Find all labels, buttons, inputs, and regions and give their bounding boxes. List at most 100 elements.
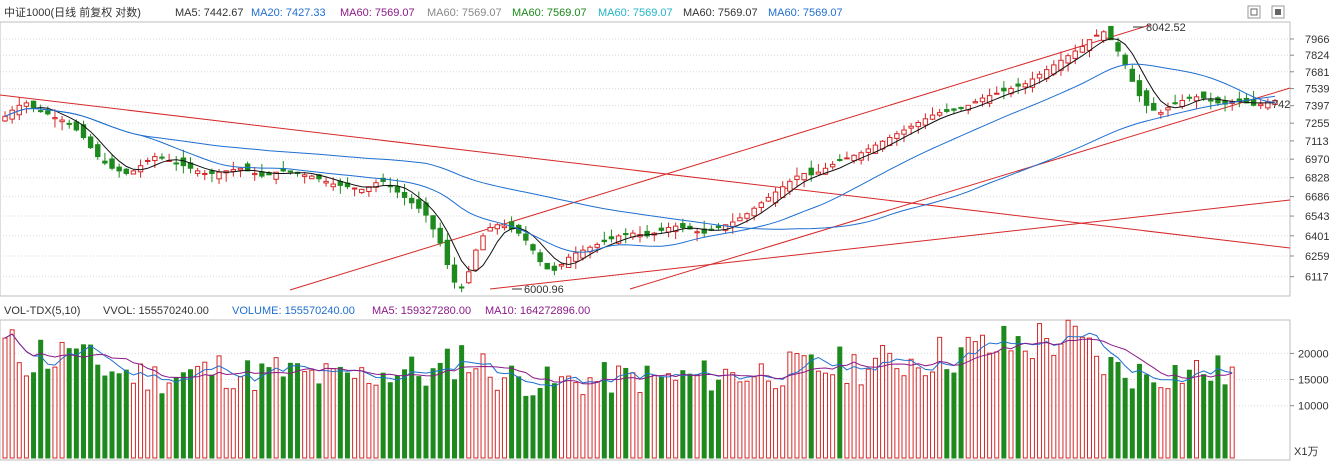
candle-down [451, 264, 458, 283]
candle-down [658, 227, 665, 231]
volume-bar-down [259, 363, 265, 459]
restore-icon[interactable] [1247, 5, 1261, 19]
volume-bar-down [316, 383, 322, 459]
volume-bar-up [1194, 359, 1200, 459]
volume-bar-up [152, 366, 158, 459]
volume-bar-down [1172, 365, 1178, 459]
price-indicator-label: MA60: 7569.07 [683, 7, 758, 19]
volume-bar-down [266, 367, 272, 459]
price-tick-label: 7113 [1305, 136, 1329, 148]
candle-up [309, 175, 315, 180]
candle-up [744, 213, 750, 219]
volume-bar-down [295, 363, 301, 459]
volume-bar-up [494, 389, 500, 459]
volume-bar-up [580, 394, 586, 459]
candle-up [323, 180, 329, 184]
volume-bar-up [2, 337, 8, 459]
price-tick-label: 6401 [1305, 231, 1329, 243]
maximize-icon[interactable] [1271, 5, 1285, 19]
candle-down [1122, 54, 1128, 66]
price-tick-label: 7255 [1305, 118, 1329, 130]
volume-bar-down [337, 366, 343, 459]
candle-up [1079, 45, 1086, 53]
candle-up [558, 263, 565, 267]
volume-bar-up [501, 377, 507, 459]
volume-bar-up [587, 377, 593, 459]
trend-lines [0, 24, 1291, 291]
candle-down [1151, 103, 1157, 111]
volume-bar-up [723, 368, 729, 459]
last-price-label: 742 [1272, 99, 1290, 111]
candle-down [116, 166, 122, 172]
candle-down [102, 160, 108, 164]
candle-up [252, 172, 258, 176]
volume-header-bg [0, 300, 1341, 320]
candle-up [1022, 83, 1028, 88]
volume-bar-up [780, 385, 786, 459]
candle-down [1172, 102, 1178, 105]
price-tick-label: 6686 [1305, 192, 1329, 204]
candle-up [1093, 34, 1100, 37]
volume-bar-down [38, 339, 44, 459]
volume-bar-up [744, 380, 750, 459]
volume-bar-down [544, 366, 550, 459]
candle-down [173, 162, 179, 165]
volume-bar-up [138, 363, 144, 459]
volume-bar-down [430, 368, 436, 459]
candle-up [2, 115, 8, 122]
volume-bar-down [701, 360, 707, 459]
candle-down [551, 265, 558, 271]
volume-bar-down [459, 345, 465, 459]
volume-bar-up [1044, 338, 1050, 459]
candle-up [1058, 59, 1064, 71]
candle-up [473, 249, 479, 271]
trend-line[interactable] [289, 24, 1151, 291]
volume-bar-up [865, 368, 871, 459]
candle-up [1165, 107, 1171, 111]
candle-up [722, 224, 729, 231]
trend-line[interactable] [0, 94, 1291, 249]
candle-up [865, 148, 872, 153]
volume-bar-up [302, 371, 308, 459]
candle-up [1065, 55, 1071, 64]
volume-bar-down [523, 395, 529, 459]
volume-bar-up [851, 354, 857, 459]
volume-bar-down [409, 356, 415, 459]
candle-down [159, 156, 165, 159]
price-tick-label: 6970 [1305, 154, 1329, 166]
volume-tick-label: 15000 [1298, 375, 1329, 387]
volume-bar-down [344, 372, 350, 459]
volume-bar-down [837, 346, 843, 459]
candle-down [537, 252, 543, 263]
volume-bar-down [287, 362, 293, 459]
trend-line[interactable] [489, 199, 1291, 290]
candle-up [1086, 39, 1093, 51]
candle-down [1200, 91, 1207, 99]
price-indicator-label: MA60: 7569.07 [512, 7, 587, 19]
volume-bar-up [230, 388, 236, 459]
candle-up [730, 221, 736, 227]
candle-down [523, 233, 529, 241]
candle-down [1208, 99, 1214, 102]
volume-bar-up [801, 355, 807, 459]
volume-bar-down [1129, 388, 1135, 459]
volume-bar-down [209, 374, 215, 459]
volume-bar-up [858, 384, 864, 459]
volume-indicator-label: VOLUME: 155570240.00 [232, 305, 355, 317]
volume-bar-down [188, 369, 194, 459]
volume-bar-up [1051, 354, 1057, 459]
trend-line[interactable] [629, 87, 1291, 290]
price-tick-label: 7681 [1305, 67, 1329, 79]
volume-bar-down [1144, 374, 1150, 459]
candle-down [123, 168, 129, 174]
volume-bar-up [651, 374, 657, 459]
volume-bar-up [994, 351, 1000, 459]
volume-tick-label: 20000 [1298, 348, 1329, 360]
volume-bar-down [109, 371, 115, 459]
candle-down [1143, 90, 1150, 106]
volume-bar-down [530, 395, 536, 459]
volume-bar-down [644, 365, 650, 459]
candle-up [487, 227, 493, 232]
candle-up [152, 156, 158, 162]
